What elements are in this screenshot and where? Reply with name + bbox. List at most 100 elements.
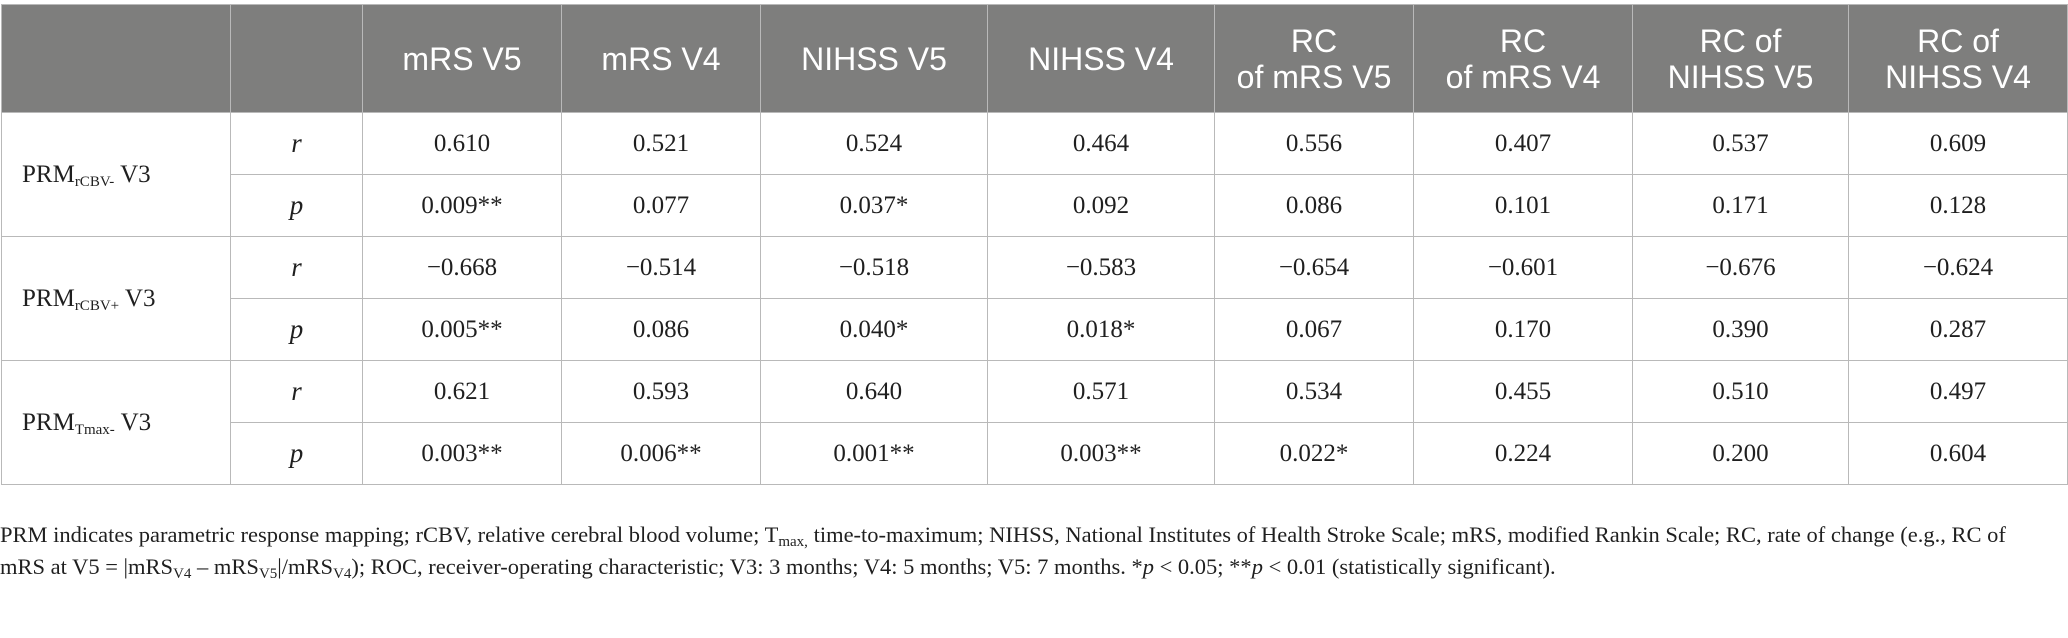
cell-value: 0.170 [1413, 298, 1633, 361]
header-rc-nihss-v4: RC of NIHSS V4 [1848, 4, 2068, 113]
cell-value: −0.514 [561, 236, 761, 299]
cell-value: 0.610 [362, 112, 562, 175]
group-prefix: PRM [22, 160, 75, 188]
cell-value: 0.455 [1413, 360, 1633, 423]
cell-value: 0.006** [561, 422, 761, 485]
cell-value: −0.624 [1848, 236, 2068, 299]
table-row: p 0.005** 0.086 0.040* 0.018* 0.067 0.17… [2, 298, 2068, 361]
cell-value: 0.067 [1214, 298, 1414, 361]
cell-value: 0.009** [362, 174, 562, 237]
header-rc-mrs-v5-line1: RC [1290, 22, 1338, 59]
cell-value: 0.640 [760, 360, 988, 423]
table-row: PRMrCBV- V3 r 0.610 0.521 0.524 0.464 0.… [1, 112, 2068, 237]
stat-label: r [230, 236, 363, 299]
cell-value: −0.583 [987, 236, 1215, 299]
cell-value: 0.171 [1632, 174, 1849, 237]
group-subscript: rCBV- [74, 173, 115, 190]
table-row: PRMTmax- V3 r 0.621 0.593 0.640 0.571 0.… [1, 360, 2068, 485]
footnote-subscript: V4 [173, 566, 192, 582]
cell-value: 0.077 [561, 174, 761, 237]
cell-value: 0.003** [362, 422, 562, 485]
cell-value: 0.521 [561, 112, 761, 175]
cell-value: 0.604 [1848, 422, 2068, 485]
header-rc-mrs-v5: RC of mRS V5 [1214, 4, 1414, 113]
cell-value: 0.128 [1848, 174, 2068, 237]
header-mrs-v4: mRS V4 [561, 4, 761, 113]
cell-value: −0.601 [1413, 236, 1633, 299]
cell-value: 0.556 [1214, 112, 1414, 175]
table-wrapper: mRS V5 mRS V4 NIHSS V5 NIHSS V4 RC of mRS… [0, 4, 2068, 485]
cell-value: 0.224 [1413, 422, 1633, 485]
footnote-text: ); ROC, receiver-operating characteristi… [351, 554, 1143, 579]
footnote-text: |/mRS [277, 554, 334, 579]
cell-value: 0.287 [1848, 298, 2068, 361]
cell-value: 0.534 [1214, 360, 1414, 423]
cell-value: 0.524 [760, 112, 988, 175]
group-label-prm-rcbv-plus: PRMrCBV+ V3 [1, 236, 231, 361]
header-rc-nihss-v5-line2: NIHSS V5 [1667, 58, 1814, 95]
cell-value: 0.571 [987, 360, 1215, 423]
stat-label: r [230, 112, 363, 175]
header-row: mRS V5 mRS V4 NIHSS V5 NIHSS V4 RC of mRS… [1, 4, 2068, 113]
table-row: PRMrCBV+ V3 r −0.668 −0.514 −0.518 −0.58… [1, 236, 2068, 361]
header-rc-nihss-v5: RC of NIHSS V5 [1632, 4, 1849, 113]
header-rc-mrs-v4-line2: of mRS V4 [1445, 58, 1601, 95]
table-row: p 0.009** 0.077 0.037* 0.092 0.086 0.101… [2, 174, 2068, 237]
cell-value: 0.092 [987, 174, 1215, 237]
header-blank-stat [230, 4, 363, 113]
footnote-text: time-to-maximum; NIHSS, National Institu… [0, 522, 2006, 579]
table-footnote: PRM indicates parametric response mappin… [0, 519, 2050, 583]
group-suffix: V3 [114, 408, 152, 436]
header-nihss-v5: NIHSS V5 [760, 4, 988, 113]
cell-value: −0.676 [1632, 236, 1849, 299]
group-subscript: rCBV+ [74, 297, 120, 314]
header-nihss-v4: NIHSS V4 [987, 4, 1215, 113]
group-prefix: PRM [22, 408, 75, 436]
footnote-italic-p: p [1142, 554, 1154, 579]
group-subscript: Tmax- [74, 421, 115, 438]
cell-value: 0.200 [1632, 422, 1849, 485]
header-rc-mrs-v4-line1: RC [1499, 22, 1547, 59]
cell-value: 0.609 [1848, 112, 2068, 175]
cell-value: 0.497 [1848, 360, 2068, 423]
group-label-prm-rcbv-minus: PRMrCBV- V3 [1, 112, 231, 237]
cell-value: 0.037* [760, 174, 988, 237]
cell-value: 0.018* [987, 298, 1215, 361]
cell-value: 0.003** [987, 422, 1215, 485]
stat-label: p [230, 298, 363, 361]
cell-value: 0.086 [561, 298, 761, 361]
header-rc-mrs-v5-line2: of mRS V5 [1236, 58, 1392, 95]
cell-value: 0.086 [1214, 174, 1414, 237]
group-label-prm-tmax-minus: PRMTmax- V3 [1, 360, 231, 485]
header-rc-nihss-v5-line1: RC of [1699, 22, 1782, 59]
header-rc-nihss-v4-line1: RC of [1917, 22, 1999, 59]
stat-label: r [230, 360, 363, 423]
cell-value: 0.022* [1214, 422, 1414, 485]
footnote-subscript: max, [778, 534, 808, 550]
group-prefix: PRM [22, 284, 75, 312]
cell-value: 0.407 [1413, 112, 1633, 175]
footnote-text: < 0.05; ** [1153, 554, 1252, 579]
correlation-table: mRS V5 mRS V4 NIHSS V5 NIHSS V4 RC of mRS… [1, 4, 2068, 485]
footnote-italic-p: p [1251, 554, 1263, 579]
group-suffix: V3 [114, 160, 151, 188]
cell-value: 0.001** [760, 422, 988, 485]
footnote-subscript: V5 [258, 566, 278, 582]
cell-value: 0.537 [1632, 112, 1849, 175]
footnote-text: – mRS [191, 554, 259, 579]
cell-value: 0.621 [362, 360, 562, 423]
cell-value: 0.593 [561, 360, 761, 423]
cell-value: 0.464 [987, 112, 1215, 175]
cell-value: −0.654 [1214, 236, 1414, 299]
cell-value: 0.101 [1413, 174, 1633, 237]
header-rc-mrs-v4: RC of mRS V4 [1413, 4, 1633, 113]
cell-value: 0.510 [1632, 360, 1849, 423]
header-blank-group [1, 4, 231, 113]
cell-value: −0.518 [760, 236, 988, 299]
footnote-subscript: V4 [333, 566, 352, 582]
table-row: p 0.003** 0.006** 0.001** 0.003** 0.022*… [2, 422, 2068, 485]
stat-label: p [230, 174, 363, 237]
cell-value: −0.668 [362, 236, 562, 299]
footnote-text: < 0.01 (statistically significant). [1262, 554, 1556, 579]
stat-label: p [230, 422, 363, 485]
